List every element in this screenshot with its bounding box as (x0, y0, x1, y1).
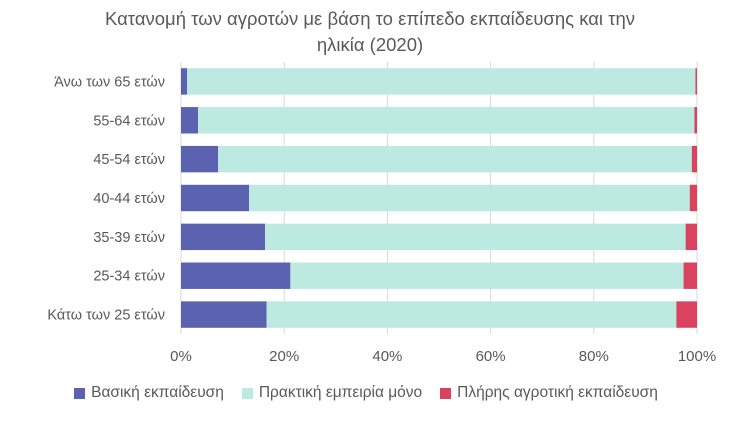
bar-segment-2 (694, 107, 697, 134)
bar-segment-2 (695, 68, 697, 95)
x-tick-label: 60% (476, 348, 506, 365)
x-tick-label: 80% (579, 348, 609, 365)
bar-segment-1 (266, 301, 677, 328)
legend-swatch (440, 387, 452, 399)
bar-segment-1 (187, 68, 696, 95)
legend-item: Πλήρης αγροτική εκπαίδευση (440, 384, 658, 402)
bar-segment-0 (181, 68, 188, 95)
bar-segment-1 (218, 145, 692, 173)
y-category-label: Κάτω των 25 ετών (47, 308, 165, 324)
bar-segment-0 (181, 223, 266, 251)
y-category-label: 45-54 ετών (93, 152, 165, 168)
x-tick-label: 40% (372, 348, 402, 365)
x-tick-label: 0% (170, 348, 192, 365)
bar-segment-0 (181, 145, 219, 173)
x-tick-label: 100% (678, 348, 716, 365)
y-category-label: 35-39 ετών (93, 230, 165, 246)
bar-segment-2 (685, 223, 697, 251)
bar-segment-0 (181, 301, 267, 328)
x-tick-label: 20% (269, 348, 299, 365)
chart-title: Κατανομή των αγροτών με βάση το επίπεδο … (90, 6, 650, 58)
legend-label: Βασική εκπαίδευση (91, 384, 224, 401)
bar-segment-0 (181, 184, 250, 212)
y-category-label: Άνω των 65 ετών (54, 74, 165, 90)
legend-swatch (241, 387, 253, 399)
bar-segment-0 (181, 107, 199, 134)
bar-segment-2 (683, 262, 697, 289)
bar-segment-1 (198, 107, 695, 134)
chart-title-line-1: Κατανομή των αγροτών με βάση το επίπεδο … (104, 8, 636, 29)
legend-item: Βασική εκπαίδευση (74, 384, 224, 402)
bar-segment-2 (676, 301, 697, 328)
legend-label: Πρακτική εμπειρία μόνο (258, 384, 423, 401)
bar-segment-1 (265, 223, 686, 251)
y-category-label: 25-34 ετών (93, 269, 165, 285)
legend: Βασική εκπαίδευση Πρακτική εμπειρία μόνο Π… (0, 384, 732, 402)
bar-segment-2 (689, 184, 697, 212)
bar-segment-1 (290, 262, 684, 289)
bar-segment-0 (181, 262, 291, 289)
y-category-label: 55-64 ετών (93, 113, 165, 129)
bar-segment-1 (249, 184, 690, 212)
chart-title-line-2: ηλικία (2020) (316, 34, 424, 55)
y-category-label: 40-44 ετών (93, 191, 165, 207)
legend-label: Πλήρης αγροτική εκπαίδευση (457, 384, 658, 401)
legend-item: Πρακτική εμπειρία μόνο (241, 384, 423, 402)
bar-segment-2 (691, 145, 697, 173)
legend-swatch (74, 387, 86, 399)
